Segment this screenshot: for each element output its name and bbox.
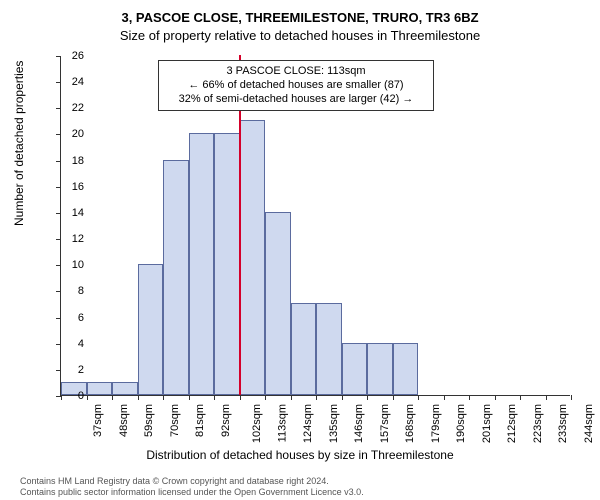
annotation-line1: 3 PASCOE CLOSE: 113sqm — [167, 65, 425, 79]
xtick-mark — [520, 395, 521, 400]
histogram-bar — [138, 264, 164, 395]
footer-line2: Contains public sector information licen… — [20, 487, 600, 498]
footer-attribution: Contains HM Land Registry data © Crown c… — [0, 476, 600, 498]
xtick-mark — [469, 395, 470, 400]
xtick-label: 48sqm — [118, 404, 130, 437]
xtick-mark — [495, 395, 496, 400]
footer-line1: Contains HM Land Registry data © Crown c… — [20, 476, 600, 487]
histogram-bar — [342, 343, 368, 395]
xtick-label: 179sqm — [430, 404, 442, 443]
xtick-mark — [571, 395, 572, 400]
histogram-bar — [163, 160, 189, 395]
histogram-bar — [240, 120, 266, 395]
xtick-mark — [87, 395, 88, 400]
xtick-mark — [367, 395, 368, 400]
xtick-mark — [546, 395, 547, 400]
xtick-mark — [112, 395, 113, 400]
ytick-label: 16 — [54, 181, 84, 193]
xtick-label: 102sqm — [251, 404, 263, 443]
xtick-label: 168sqm — [404, 404, 416, 443]
xtick-mark — [163, 395, 164, 400]
xtick-mark — [138, 395, 139, 400]
ytick-label: 12 — [54, 233, 84, 245]
ytick-label: 8 — [54, 285, 84, 297]
annotation-box: 3 PASCOE CLOSE: 113sqm ← 66% of detached… — [158, 60, 434, 111]
xtick-mark — [240, 395, 241, 400]
y-axis-label: Number of detached properties — [12, 61, 26, 226]
xtick-label: 146sqm — [353, 404, 365, 443]
xtick-label: 92sqm — [220, 404, 232, 437]
histogram-bar — [189, 133, 215, 395]
x-axis-label: Distribution of detached houses by size … — [0, 448, 600, 462]
histogram-bar — [214, 133, 240, 395]
xtick-label: 233sqm — [557, 404, 569, 443]
chart-title-main: 3, PASCOE CLOSE, THREEMILESTONE, TRURO, … — [0, 0, 600, 26]
xtick-mark — [393, 395, 394, 400]
xtick-mark — [444, 395, 445, 400]
histogram-bar — [316, 303, 342, 395]
histogram-bar — [291, 303, 317, 395]
xtick-label: 59sqm — [143, 404, 155, 437]
ytick-label: 0 — [54, 390, 84, 402]
chart-title-sub: Size of property relative to detached ho… — [0, 26, 600, 43]
xtick-label: 157sqm — [379, 404, 391, 443]
annotation-line2: ← 66% of detached houses are smaller (87… — [167, 79, 425, 93]
xtick-mark — [214, 395, 215, 400]
ytick-label: 2 — [54, 364, 84, 376]
ytick-label: 20 — [54, 128, 84, 140]
histogram-bar — [265, 212, 291, 395]
annotation-line3: 32% of semi-detached houses are larger (… — [167, 93, 425, 107]
ytick-label: 24 — [54, 76, 84, 88]
histogram-bar — [112, 382, 138, 395]
xtick-label: 70sqm — [169, 404, 181, 437]
xtick-mark — [189, 395, 190, 400]
plot-area: 37sqm48sqm59sqm70sqm81sqm92sqm102sqm113s… — [60, 56, 570, 396]
xtick-label: 37sqm — [92, 404, 104, 437]
xtick-label: 223sqm — [532, 404, 544, 443]
xtick-mark — [342, 395, 343, 400]
xtick-mark — [265, 395, 266, 400]
ytick-label: 4 — [54, 338, 84, 350]
ytick-label: 14 — [54, 207, 84, 219]
ytick-label: 10 — [54, 259, 84, 271]
xtick-mark — [291, 395, 292, 400]
xtick-label: 190sqm — [455, 404, 467, 443]
xtick-label: 135sqm — [328, 404, 340, 443]
ytick-label: 18 — [54, 155, 84, 167]
xtick-label: 124sqm — [302, 404, 314, 443]
xtick-label: 81sqm — [194, 404, 206, 437]
xtick-mark — [316, 395, 317, 400]
xtick-label: 212sqm — [506, 404, 518, 443]
ytick-label: 6 — [54, 312, 84, 324]
histogram-bar — [393, 343, 419, 395]
ytick-label: 22 — [54, 102, 84, 114]
ytick-label: 26 — [54, 50, 84, 62]
xtick-mark — [418, 395, 419, 400]
histogram-bar — [87, 382, 113, 395]
histogram-bar — [367, 343, 393, 395]
xtick-label: 244sqm — [583, 404, 595, 443]
chart-container: 3, PASCOE CLOSE, THREEMILESTONE, TRURO, … — [0, 0, 600, 500]
xtick-label: 113sqm — [276, 404, 288, 442]
xtick-label: 201sqm — [481, 404, 493, 443]
